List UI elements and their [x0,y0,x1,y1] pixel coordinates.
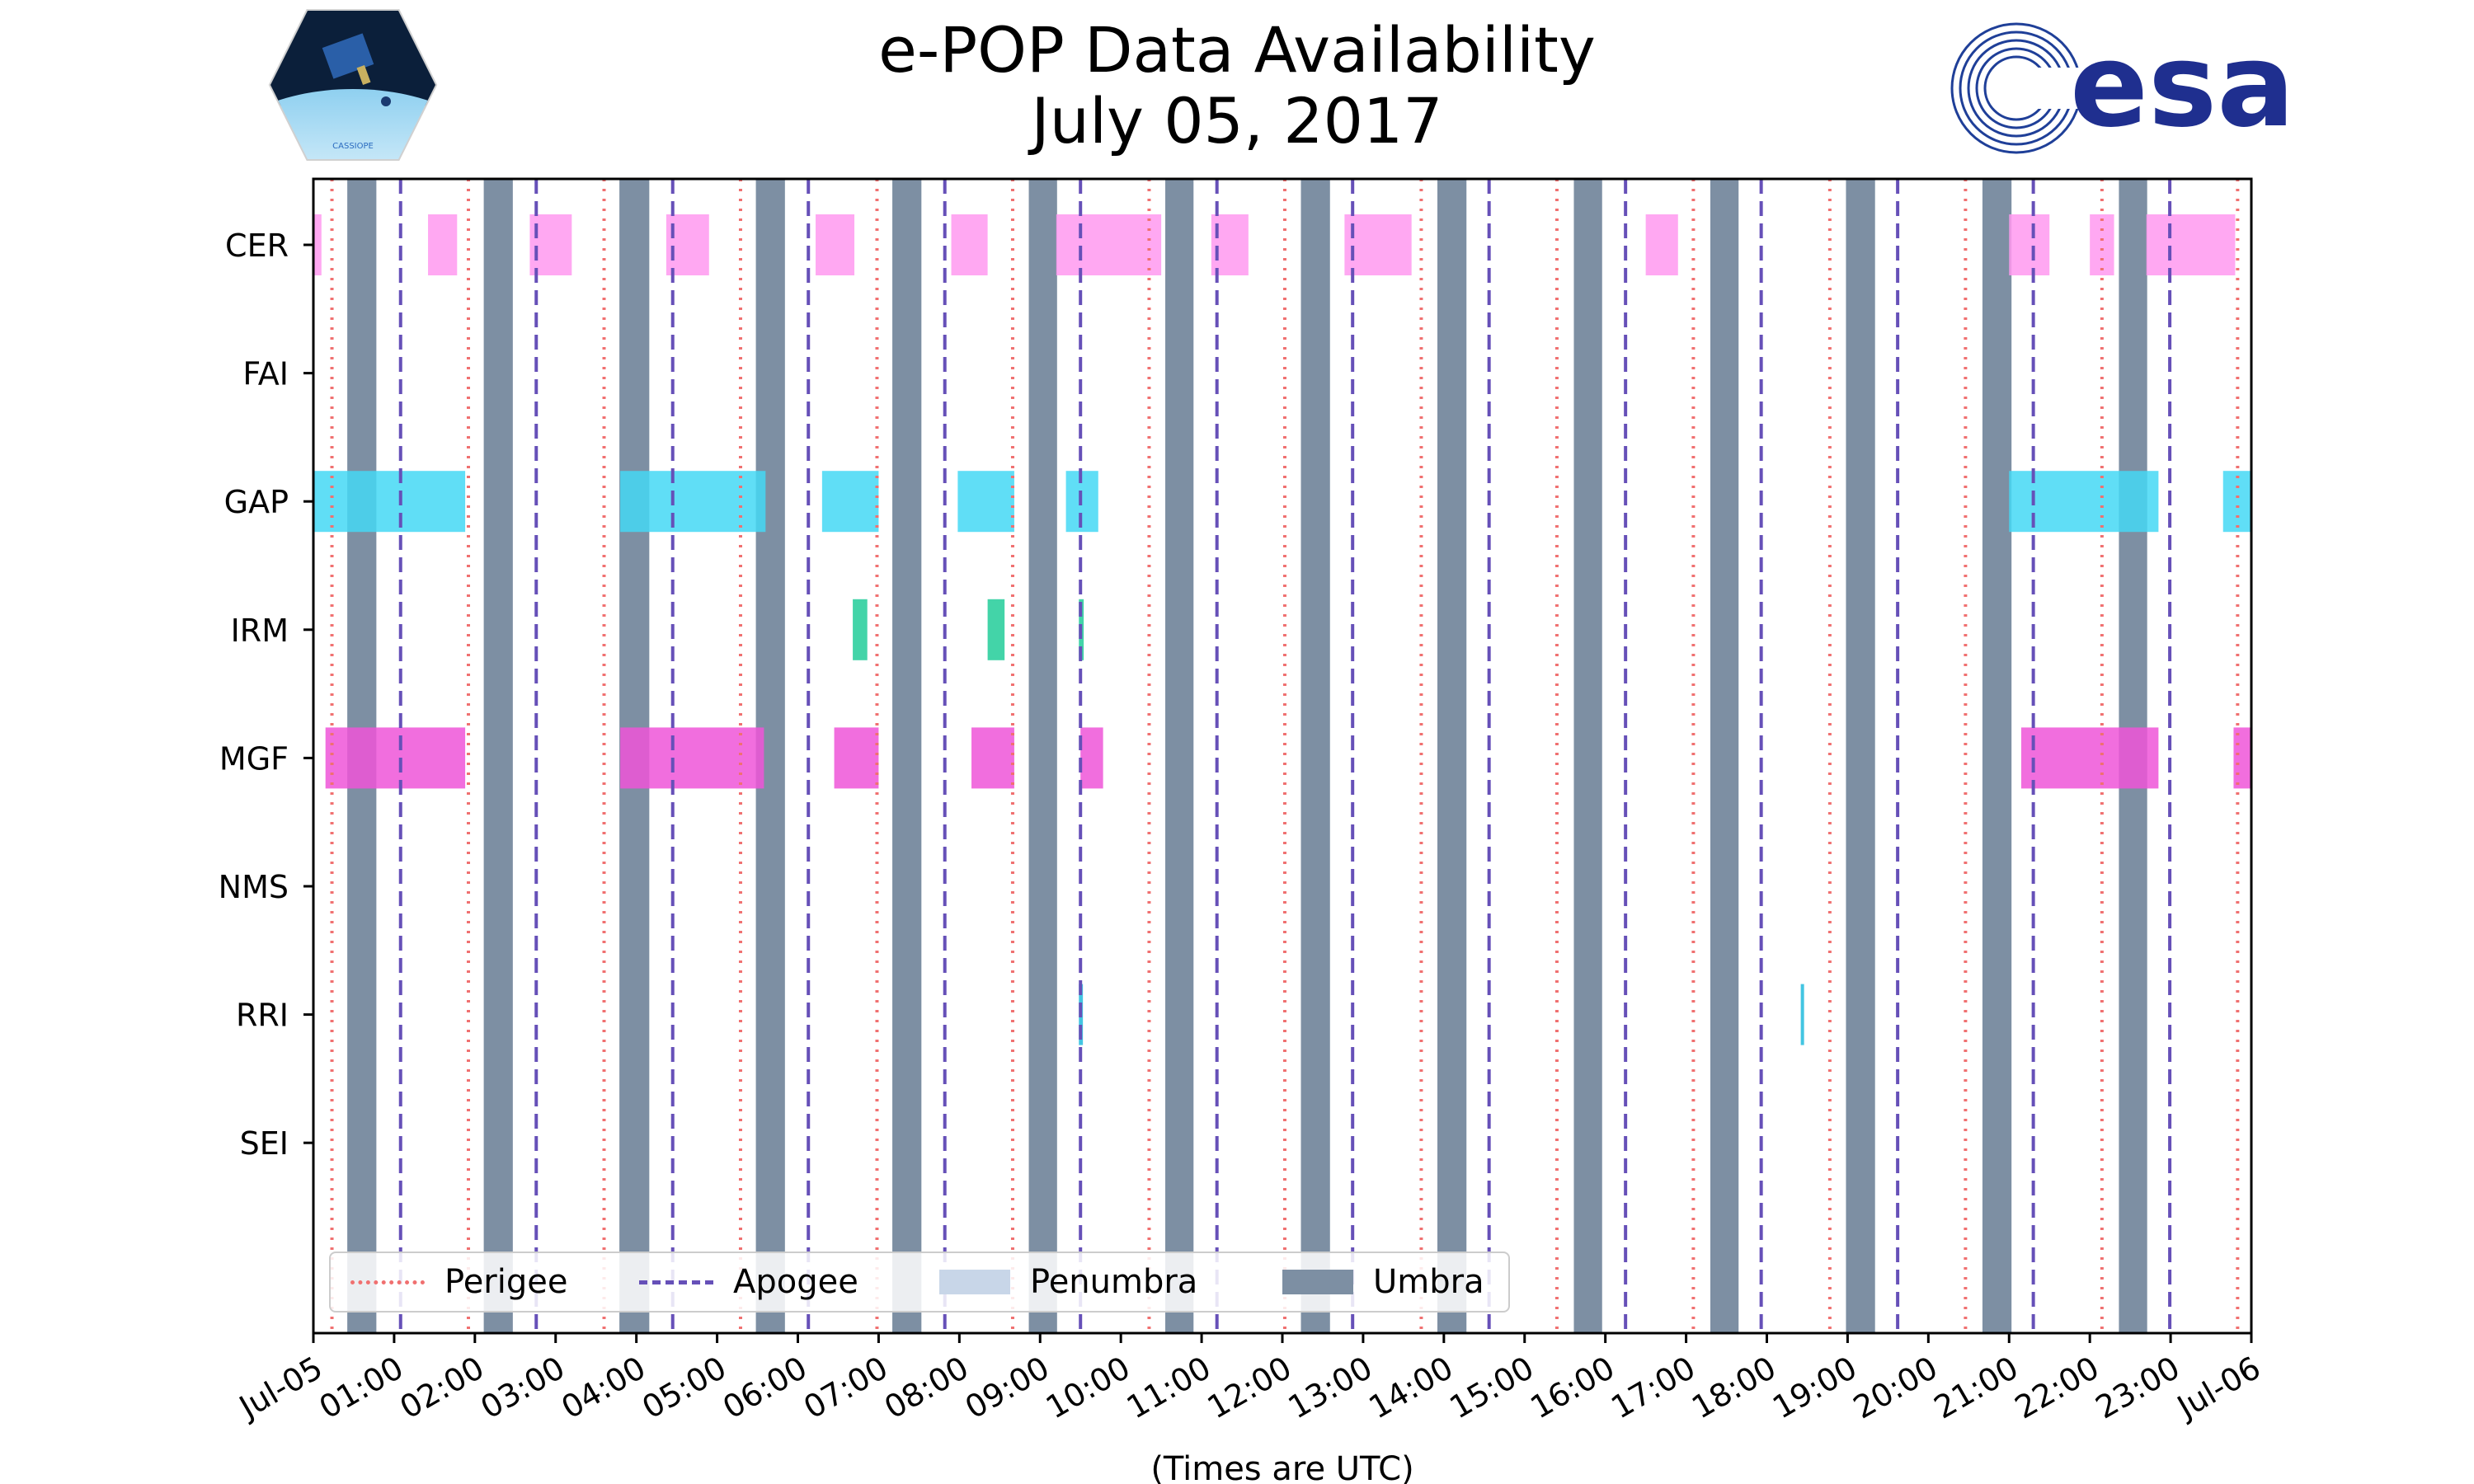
x-axis: Jul-0501:0002:0003:0004:0005:0006:0007:0… [232,1333,2267,1426]
legend-label: Perigee [444,1263,568,1301]
umbra-band [1165,179,1194,1333]
x-tick-label: 12:00 [1202,1350,1298,1426]
bars-layer [313,214,2251,1045]
umbra-band [1846,179,1875,1333]
x-axis-label: (Times are UTC) [1150,1450,1413,1484]
legend-label: Penumbra [1030,1263,1198,1301]
bar-cer [816,214,855,275]
x-tick-label: 23:00 [2090,1350,2186,1426]
bar-mgf [2233,727,2251,789]
x-tick-label: 04:00 [555,1350,651,1426]
esa-logo-text: esa [2070,19,2295,153]
x-tick-label: 10:00 [1040,1350,1136,1426]
y-axis: CER FAI GAP IRM MGF NMS RRI SEI [219,228,313,1162]
bar-cer [1645,214,1678,275]
legend-item-perigee: Perigee [350,1253,567,1311]
x-tick-label: 07:00 [797,1350,894,1426]
bar-irm [853,599,868,660]
bar-cer [2146,214,2236,275]
x-tick-label: 18:00 [1686,1350,1782,1426]
x-tick-label: 06:00 [717,1350,813,1426]
x-tick-label: 09:00 [959,1350,1056,1426]
legend-item-apogee: Apogee [639,1253,858,1311]
chart-title: e-POP Data Availability July 05, 2017 [0,15,2474,157]
legend-penumbra-swatch [939,1270,1010,1294]
umbra-band [1573,179,1602,1333]
bar-cer [951,214,988,275]
bar-gap [313,471,466,533]
umbra-band [1300,179,1330,1333]
x-tick-label: 17:00 [1605,1350,1701,1426]
legend-umbra-swatch [1282,1270,1353,1294]
x-tick-label: 11:00 [1121,1350,1217,1426]
bar-mgf [971,727,1014,789]
chart-title-line1: e-POP Data Availability [878,13,1596,87]
umbra-band [1982,179,2012,1333]
x-tick-label: 19:00 [1766,1350,1863,1426]
bar-gap [2222,471,2251,533]
x-tick-label: 20:00 [1847,1350,1944,1426]
x-tick-label: Jul-06 [2170,1350,2266,1426]
x-tick-label: 01:00 [313,1350,410,1426]
y-tick-label: RRI [236,998,289,1034]
bar-cer [1056,214,1162,275]
esa-logo: esa [1946,18,2309,162]
bar-gap [957,471,1014,533]
x-tick-label: 21:00 [1928,1350,2025,1426]
x-tick-label: 02:00 [393,1350,490,1426]
orbit-lines-layer [330,179,2240,1333]
bar-cer [2090,214,2114,275]
bar-gap [821,471,879,533]
bar-mgf [620,727,764,789]
legend: Perigee Apogee Penumbra Umbra [329,1252,1510,1313]
bar-mgf [1080,727,1103,789]
legend-apogee-swatch [639,1280,713,1284]
umbra-band [892,179,922,1333]
y-tick-label: FAI [242,356,289,392]
legend-item-penumbra: Penumbra [939,1253,1197,1311]
x-tick-label: 22:00 [2009,1350,2105,1426]
y-tick-label: NMS [219,869,289,905]
bar-irm [987,599,1005,660]
x-tick-label: 03:00 [474,1350,571,1426]
y-tick-label: CER [225,228,289,264]
x-tick-label: 15:00 [1443,1350,1540,1426]
bar-mgf [834,727,879,789]
bar-rri [1800,984,1804,1045]
x-tick-label: 16:00 [1524,1350,1620,1426]
cassiope-logo: CASSIOPE [262,7,444,167]
bar-cer [428,214,458,275]
chart-title-line2: July 05, 2017 [1031,84,1443,157]
x-tick-label: 13:00 [1282,1350,1379,1426]
y-tick-label: SEI [240,1125,289,1162]
x-tick-label: 14:00 [1362,1350,1459,1426]
y-tick-label: MGF [219,740,289,777]
y-tick-label: IRM [231,613,289,649]
umbra-band [1028,179,1057,1333]
bar-cer [2009,214,2050,275]
bar-mgf [325,727,466,789]
bar-cer [1344,214,1412,275]
umbra-layer [347,179,2147,1333]
legend-item-umbra: Umbra [1282,1253,1484,1311]
bar-cer [313,214,322,275]
legend-label: Umbra [1373,1263,1484,1301]
x-tick-label: 08:00 [878,1350,975,1426]
umbra-band [483,179,513,1333]
x-tick-label: 05:00 [636,1350,732,1426]
bar-gap [620,471,766,533]
legend-perigee-swatch [350,1280,425,1284]
x-tick-label: Jul-05 [232,1350,328,1426]
cassiope-logo-text: CASSIOPE [332,142,374,151]
umbra-band [1437,179,1467,1333]
umbra-band [1710,179,1739,1333]
legend-label: Apogee [733,1263,858,1301]
bar-gap [2009,471,2159,533]
bar-mgf [2020,727,2159,789]
y-tick-label: GAP [224,484,289,520]
